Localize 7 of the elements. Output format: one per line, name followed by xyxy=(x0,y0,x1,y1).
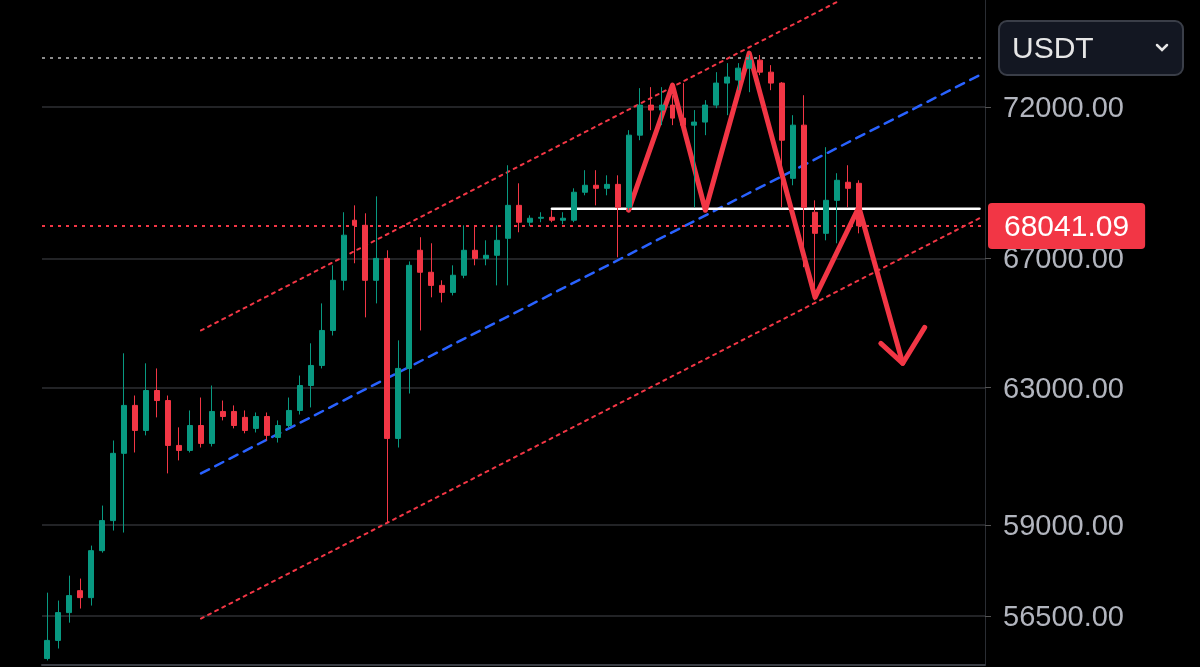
y-tick-label: 59000.00 xyxy=(1003,509,1124,542)
y-tick-label: 56500.00 xyxy=(1003,600,1124,633)
y-tick-label: 63000.00 xyxy=(1003,371,1124,404)
y-tick-label: 67000.00 xyxy=(1003,242,1124,275)
y-tick-label: 72000.00 xyxy=(1003,91,1124,124)
text: USDT xyxy=(1012,31,1094,65)
ref-line-label: 68041.09 xyxy=(1004,209,1130,243)
